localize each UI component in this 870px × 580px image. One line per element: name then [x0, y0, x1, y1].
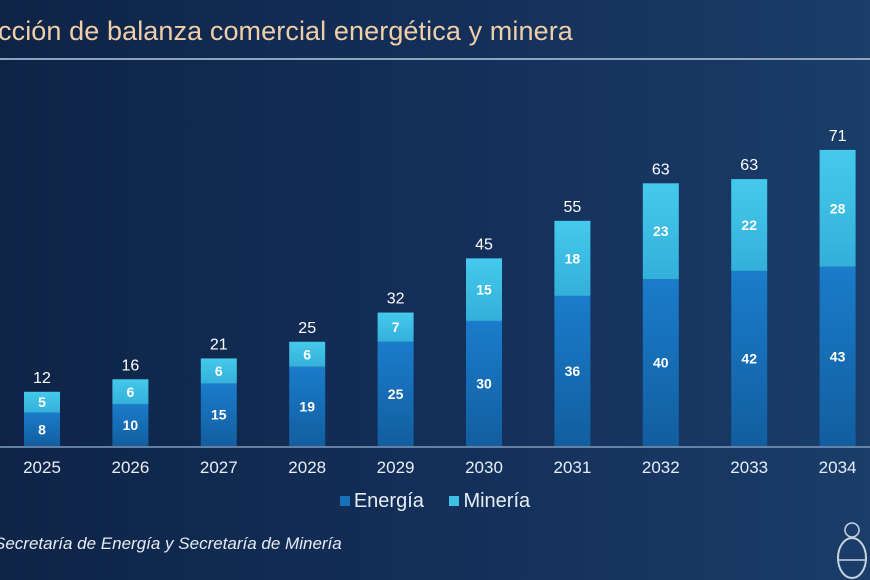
bar-mineria: [642, 183, 679, 280]
data-label-total: 21: [210, 336, 228, 353]
x-tick-label: 2031: [553, 458, 591, 477]
x-tick-label: 2027: [200, 458, 238, 477]
bar-energia: [200, 383, 237, 446]
bar-mineria: [24, 391, 60, 413]
data-label-total: 55: [564, 199, 582, 216]
data-label-mineria: 22: [741, 217, 757, 233]
bar-energia: [466, 320, 502, 446]
data-label-energia: 8: [38, 421, 46, 437]
data-label-energia: 15: [211, 407, 227, 423]
bar-mineria: [819, 149, 856, 267]
x-tick-label: 2025: [23, 458, 61, 477]
data-label-total: 32: [387, 291, 405, 308]
bar-energia: [731, 270, 768, 446]
x-tick-label: 2032: [642, 458, 680, 477]
data-label-mineria: 5: [38, 394, 46, 410]
bar-mineria: [466, 258, 502, 321]
data-label-total: 25: [298, 320, 316, 337]
legend-item-energia: Energía: [339, 489, 424, 513]
data-label-total: 45: [475, 236, 493, 253]
bar-energia: [112, 404, 149, 446]
bar-energia: [289, 366, 326, 446]
data-label-energia: 25: [388, 386, 404, 402]
bar-mineria: [289, 341, 326, 367]
data-label-mineria: 15: [476, 282, 492, 298]
data-label-total: 63: [652, 161, 670, 178]
x-tick-label: 2034: [819, 458, 857, 477]
data-label-total: 12: [33, 370, 51, 387]
x-tick-label: 2028: [288, 458, 326, 477]
bar-mineria: [200, 358, 237, 384]
legend-item-mineria: Minería: [449, 490, 530, 513]
data-label-total: 71: [829, 128, 847, 145]
stacked-bar-chart: 8 5 12 2025 10 6 16 2026 15 6 21 2027 19 6 25 2028 25 7 32…: [0, 128, 870, 477]
x-tick-label: 2030: [465, 458, 503, 477]
data-label-energia: 42: [741, 350, 757, 366]
data-label-mineria: 18: [565, 250, 581, 266]
data-label-total: 16: [122, 357, 140, 374]
data-label-mineria: 6: [303, 346, 311, 362]
data-label-mineria: 7: [392, 319, 400, 335]
bar-mineria: [377, 312, 414, 342]
legend: Energía Minería: [0, 489, 870, 513]
data-label-mineria: 6: [127, 384, 135, 400]
data-label-energia: 10: [123, 417, 139, 433]
data-label-energia: 36: [565, 363, 581, 379]
data-label-energia: 40: [653, 355, 669, 371]
data-label-energia: 43: [830, 348, 846, 364]
bar-energia: [554, 295, 591, 446]
bar-mineria: [112, 379, 149, 405]
bar-energia: [642, 279, 679, 446]
chart-title: cción de balanza comercial energética y …: [0, 16, 573, 46]
legend-label-energia: Energía: [353, 489, 424, 512]
data-label-mineria: 23: [653, 223, 669, 239]
title-divider: [0, 58, 870, 60]
data-label-energia: 30: [476, 375, 492, 391]
x-tick-label: 2029: [377, 458, 415, 477]
data-label-mineria: 28: [830, 200, 846, 216]
coat-of-arms-icon: [837, 522, 867, 579]
bar-mineria: [554, 220, 591, 296]
x-tick-label: 2033: [730, 458, 768, 477]
legend-label-mineria: Minería: [463, 489, 531, 512]
bar-energia: [24, 412, 60, 446]
bar-mineria: [731, 179, 768, 271]
mineria-swatch-icon: [449, 496, 460, 506]
data-label-mineria: 6: [215, 363, 223, 379]
data-label-energia: 19: [299, 398, 315, 414]
data-label-total: 63: [740, 157, 758, 174]
source-note: Secretaría de Energía y Secretaría de Mi…: [0, 534, 342, 553]
bar-energia: [377, 341, 414, 446]
energia-swatch-icon: [339, 496, 350, 506]
x-tick-label: 2026: [111, 458, 149, 477]
bar-energia: [819, 266, 856, 446]
